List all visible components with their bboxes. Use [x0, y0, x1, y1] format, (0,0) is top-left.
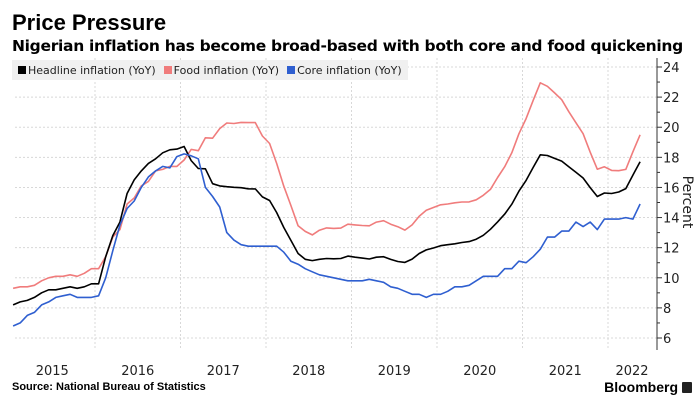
legend-label: Core inflation (YoY) — [297, 63, 402, 77]
grid — [15, 58, 657, 350]
x-tick-label: 2019 — [378, 364, 411, 379]
source-note: Source: National Bureau of Statistics — [12, 381, 206, 393]
legend-label: Headline inflation (YoY) — [28, 63, 156, 77]
series-line-headline — [12, 145, 641, 306]
legend-item-headline: Headline inflation (YoY) — [18, 64, 156, 77]
y-tick-label: 6 — [663, 332, 671, 347]
legend-item-core: Core inflation (YoY) — [287, 64, 402, 77]
x-tick-label: 2015 — [36, 364, 69, 379]
series-lines — [12, 82, 641, 327]
y-axis-label: Percent — [679, 176, 695, 229]
y-tick-label: 18 — [663, 151, 680, 166]
y-tick-label: 16 — [663, 181, 680, 196]
x-tick-label: 2018 — [292, 364, 325, 379]
bloomberg-terminal-icon — [682, 382, 692, 393]
x-tick-label: 2021 — [549, 364, 582, 379]
series-line-food — [12, 82, 641, 290]
x-tick-label: 2017 — [207, 364, 240, 379]
y-tick-label: 14 — [663, 212, 680, 227]
series-line-core — [12, 153, 641, 327]
legend-label: Food inflation (YoY) — [173, 63, 280, 77]
x-axis: 2015 2016 2017 2018 2019 2020 2021 2022 — [36, 364, 649, 379]
y-tick-label: 8 — [663, 302, 671, 317]
legend: Headline inflation (YoY) Food inflation … — [12, 60, 408, 80]
y-axis: 6 8 10 12 14 16 18 20 22 24 — [656, 58, 680, 350]
headline-swatch-icon — [18, 66, 26, 74]
y-tick-label: 22 — [663, 91, 680, 106]
x-tick-label: 2020 — [463, 364, 496, 379]
core-swatch-icon — [287, 66, 296, 74]
x-tick-label: 2022 — [615, 364, 648, 379]
y-tick-label: 12 — [663, 242, 680, 257]
y-tick-label: 24 — [663, 61, 680, 76]
food-swatch-icon — [163, 66, 172, 74]
y-tick-label: 20 — [663, 121, 680, 136]
legend-item-food: Food inflation (YoY) — [163, 63, 280, 77]
chart-subtitle: Nigerian inflation has become broad-base… — [12, 37, 683, 55]
y-tick-label: 10 — [663, 272, 680, 287]
chart-title: Price Pressure — [12, 10, 167, 35]
x-tick-label: 2016 — [121, 364, 154, 379]
bloomberg-logo: Bloomberg — [604, 379, 678, 395]
